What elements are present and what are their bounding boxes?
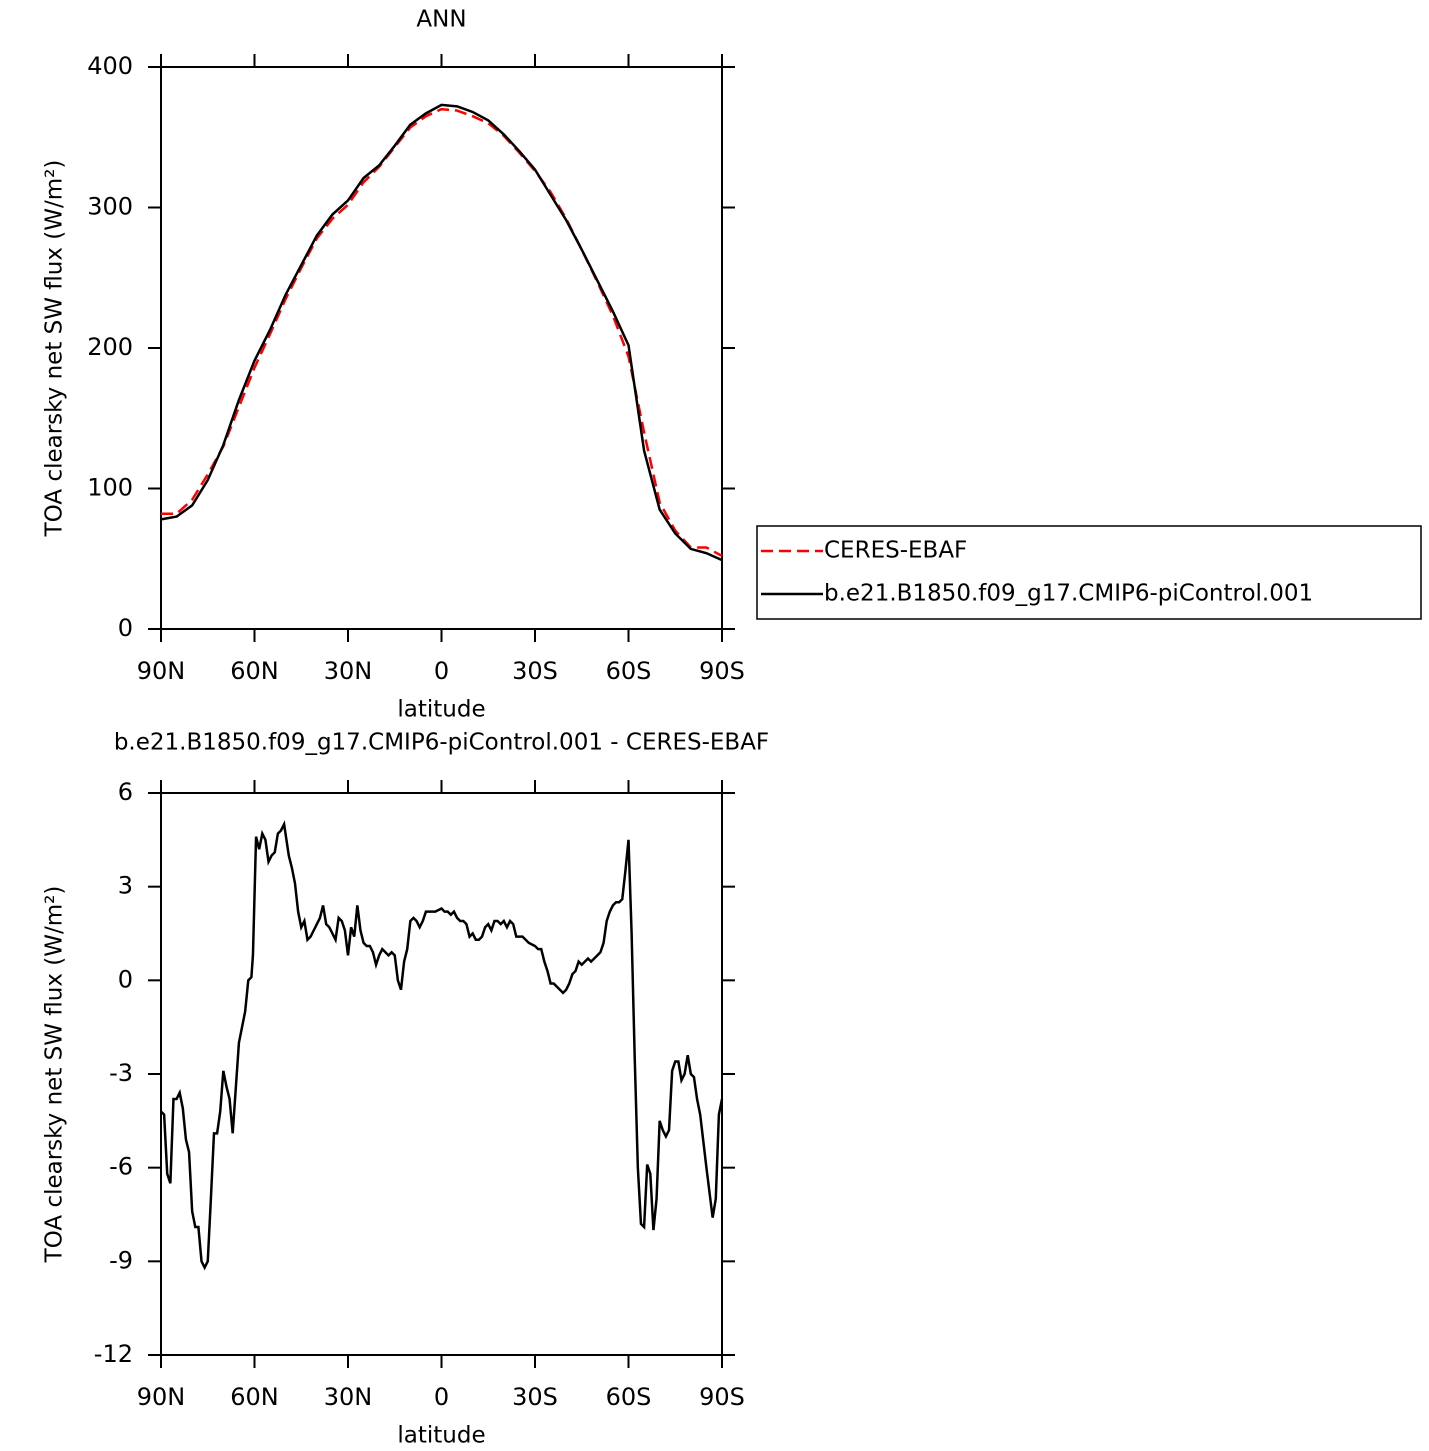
data-line <box>161 107 723 558</box>
y-tick-label: -3 <box>109 1059 133 1087</box>
y-tick-label: 100 <box>87 474 133 502</box>
y-tick-label: -6 <box>109 1153 133 1181</box>
x-tick-label: 90S <box>699 657 745 685</box>
x-tick-label: 90N <box>137 1383 186 1411</box>
x-axis-label: latitude <box>397 1423 485 1449</box>
x-tick-label: 60N <box>230 657 279 685</box>
x-axis-label: latitude <box>397 697 485 723</box>
y-tick-label: 0 <box>118 614 133 642</box>
y-tick-label: 3 <box>118 872 133 900</box>
x-tick-label: 0 <box>434 657 449 685</box>
x-tick-label: 60S <box>606 1383 652 1411</box>
chart-title: b.e21.B1850.f09_g17.CMIP6-piControl.001 … <box>114 730 769 756</box>
x-tick-label: 0 <box>434 1383 449 1411</box>
y-tick-label: 6 <box>118 778 133 806</box>
x-tick-label: 30N <box>324 657 373 685</box>
legend-label: CERES-EBAF <box>824 538 967 564</box>
legend-box <box>756 525 1422 620</box>
plot-frame <box>160 792 723 1356</box>
y-tick-label: 400 <box>87 52 133 80</box>
y-tick-label: 200 <box>87 333 133 361</box>
plot-frame <box>160 66 723 630</box>
data-line <box>160 820 724 1271</box>
chart-title: ANN <box>416 7 466 33</box>
x-tick-label: 30N <box>324 1383 373 1411</box>
x-tick-label: 60N <box>230 1383 279 1411</box>
y-tick-label: 300 <box>87 193 133 221</box>
x-tick-label: 60S <box>606 657 652 685</box>
y-tick-label: -9 <box>109 1246 133 1274</box>
x-tick-label: 30S <box>512 657 558 685</box>
y-tick-label: 0 <box>118 965 133 993</box>
x-tick-label: 90S <box>699 1383 745 1411</box>
y-axis-label: TOA clearsky net SW flux (W/m²) <box>42 160 68 538</box>
y-axis-label: TOA clearsky net SW flux (W/m²) <box>42 886 68 1264</box>
data-line <box>160 103 723 562</box>
legend-label: b.e21.B1850.f09_g17.CMIP6-piControl.001 <box>824 581 1313 607</box>
y-tick-label: -12 <box>94 1340 133 1368</box>
x-tick-label: 90N <box>137 657 186 685</box>
x-tick-label: 30S <box>512 1383 558 1411</box>
